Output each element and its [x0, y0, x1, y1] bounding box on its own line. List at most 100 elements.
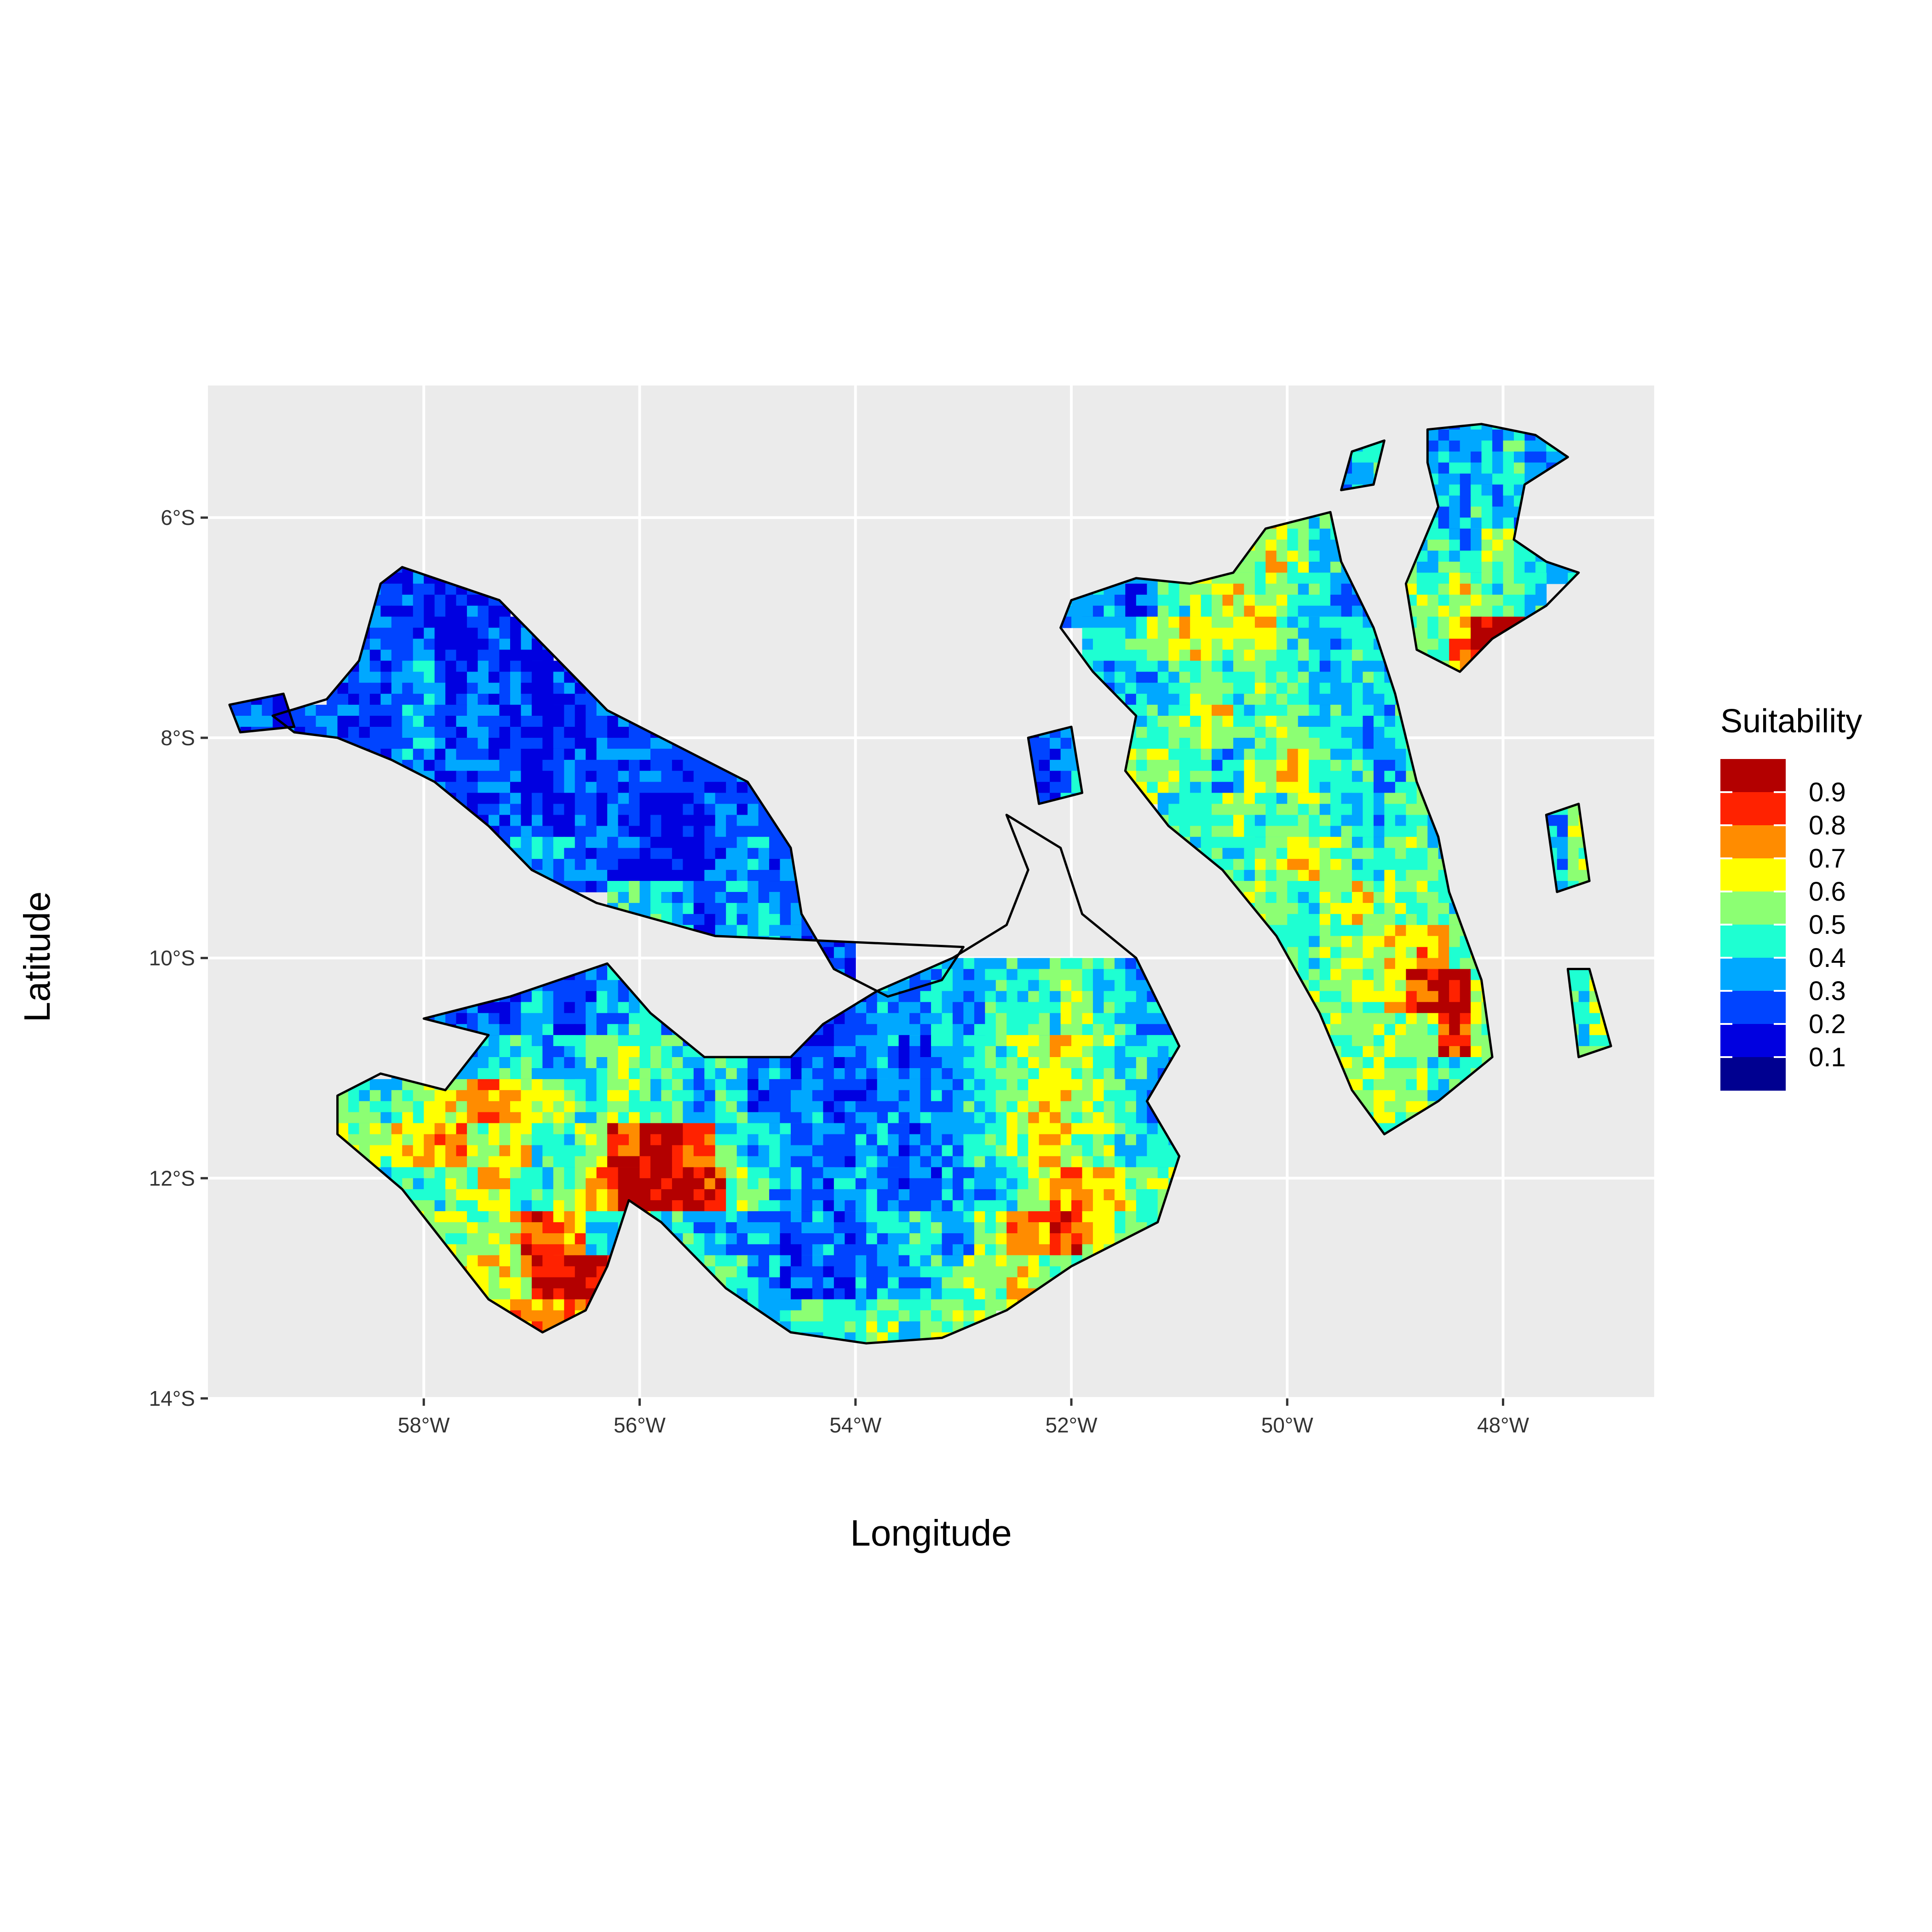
raster-cell	[380, 672, 392, 683]
raster-cell	[952, 1035, 964, 1046]
raster-cell	[456, 1178, 467, 1190]
raster-cell	[1104, 616, 1115, 628]
raster-cell	[586, 737, 597, 749]
raster-cell	[542, 826, 554, 838]
raster-cell	[618, 1112, 629, 1124]
raster-cell	[359, 1090, 370, 1102]
raster-cell	[1352, 683, 1363, 694]
raster-cell	[510, 815, 522, 827]
raster-cell	[1201, 616, 1212, 628]
raster-cell	[380, 605, 392, 617]
raster-cell	[510, 1079, 522, 1091]
raster-cell	[726, 925, 737, 937]
raster-cell	[1114, 1167, 1126, 1179]
raster-cell	[985, 1178, 996, 1190]
raster-cell	[629, 782, 640, 794]
raster-cell	[456, 694, 467, 705]
raster-cell	[758, 914, 770, 926]
raster-cell	[704, 881, 716, 892]
raster-cell	[1125, 980, 1137, 992]
raster-cell	[920, 1310, 932, 1322]
raster-cell	[877, 1277, 888, 1289]
raster-cell	[521, 1211, 532, 1223]
raster-cell	[672, 1134, 684, 1146]
raster-cell	[801, 1200, 813, 1212]
raster-cell	[531, 859, 543, 870]
raster-cell	[380, 583, 392, 595]
raster-cell	[748, 1244, 759, 1256]
raster-cell	[1298, 540, 1309, 551]
raster-cell	[704, 1156, 716, 1168]
raster-cell	[586, 1222, 597, 1234]
raster-cell	[877, 1167, 888, 1179]
raster-cell	[424, 1145, 435, 1157]
raster-cell	[542, 1222, 554, 1234]
raster-cell	[1017, 1101, 1029, 1113]
raster-cell	[1039, 1079, 1050, 1091]
raster-cell	[596, 1035, 608, 1046]
raster-cell	[1147, 672, 1158, 683]
raster-cell	[369, 1134, 381, 1146]
raster-cell	[812, 1266, 824, 1278]
raster-cell	[1244, 627, 1255, 639]
raster-cell	[510, 793, 522, 805]
raster-cell	[748, 1189, 759, 1201]
raster-cell	[521, 650, 532, 661]
raster-cell	[1092, 1002, 1104, 1013]
raster-cell	[758, 1178, 770, 1190]
raster-cell	[413, 1145, 425, 1157]
raster-cell	[1201, 672, 1212, 683]
raster-cell	[1330, 572, 1342, 584]
raster-cell	[1341, 694, 1352, 705]
raster-cell	[607, 1156, 619, 1168]
raster-cell	[1157, 672, 1169, 683]
raster-cell	[575, 1002, 586, 1013]
raster-cell	[391, 1134, 403, 1146]
raster-cell	[791, 925, 802, 937]
raster-cell	[542, 759, 554, 771]
raster-cell	[866, 1310, 878, 1322]
raster-cell	[1071, 991, 1083, 1003]
raster-cell	[995, 1211, 1007, 1223]
raster-cell	[424, 672, 435, 683]
raster-cell	[823, 1112, 834, 1124]
raster-cell	[920, 1079, 932, 1091]
raster-cell	[531, 1233, 543, 1245]
raster-cell	[1125, 1178, 1137, 1190]
raster-cell	[456, 1145, 467, 1157]
raster-cell	[499, 1255, 511, 1267]
raster-cell	[413, 605, 425, 617]
raster-cell	[1168, 594, 1180, 606]
raster-cell	[974, 1200, 986, 1212]
raster-cell	[650, 837, 662, 848]
raster-cell	[823, 1310, 834, 1322]
raster-cell	[1028, 1145, 1040, 1157]
raster-cell	[769, 1057, 781, 1069]
raster-cell	[1017, 1200, 1029, 1212]
raster-cell	[931, 1321, 943, 1333]
raster-cell	[1352, 694, 1363, 705]
raster-cell	[445, 683, 457, 694]
raster-cell	[521, 848, 532, 859]
raster-cell	[618, 782, 629, 794]
raster-cell	[995, 1277, 1007, 1289]
raster-cell	[845, 1101, 856, 1113]
raster-cell	[510, 737, 522, 749]
raster-cell	[877, 1112, 888, 1124]
raster-cell	[402, 727, 414, 738]
raster-cell	[510, 759, 522, 771]
raster-cell	[607, 793, 619, 805]
raster-cell	[1298, 594, 1309, 606]
raster-cell	[607, 991, 619, 1003]
raster-cell	[866, 1277, 878, 1289]
raster-cell	[1157, 1035, 1169, 1046]
raster-cell	[1017, 969, 1029, 981]
raster-cell	[499, 1244, 511, 1256]
raster-cell	[1104, 1189, 1115, 1201]
raster-cell	[693, 782, 705, 794]
raster-cell	[866, 1255, 878, 1267]
raster-cell	[1006, 1211, 1018, 1223]
raster-cell	[1352, 672, 1363, 683]
raster-cell	[1060, 1211, 1072, 1223]
raster-cell	[402, 683, 414, 694]
